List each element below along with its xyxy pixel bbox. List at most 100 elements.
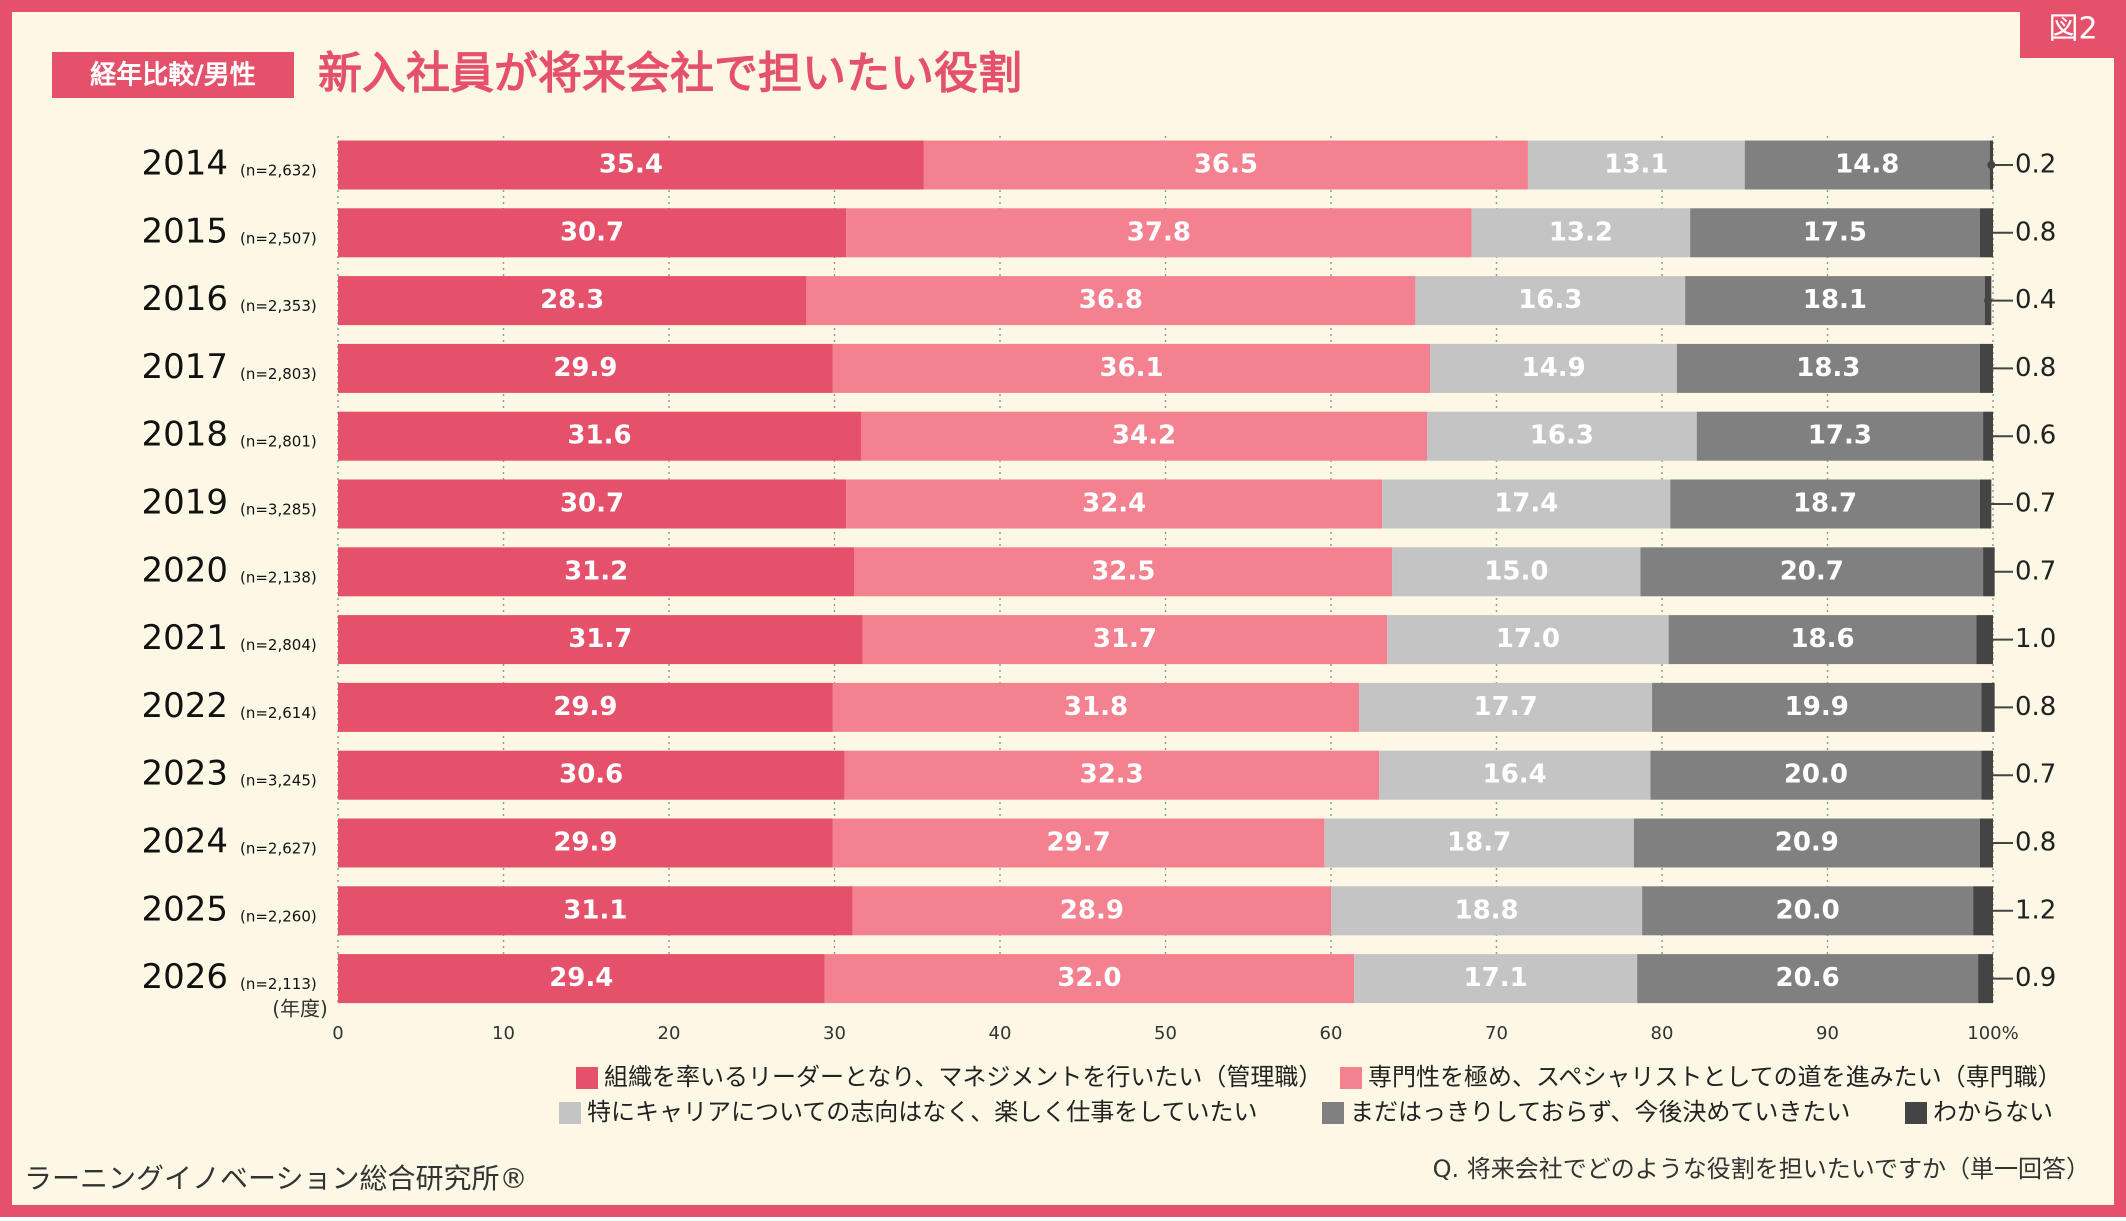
sample-size: (n=2,627): [240, 840, 317, 858]
value-label: 32.3: [1080, 760, 1144, 790]
legend-label: まだはっきりしておらず、今後決めていきたい: [1350, 1098, 1850, 1126]
value-label: 30.6: [559, 760, 623, 790]
legend-swatch: [1340, 1067, 1362, 1089]
value-label: 1.2: [2015, 895, 2056, 925]
legend-label: 組織を率いるリーダーとなり、マネジメントを行いたい（管理職）: [604, 1063, 1322, 1091]
value-label: 32.4: [1082, 489, 1146, 519]
sample-size: (n=2,260): [240, 907, 317, 925]
value-label: 31.1: [563, 895, 627, 925]
leader-dot: [1984, 432, 1993, 441]
legend-swatch: [576, 1067, 598, 1089]
value-label: 36.8: [1079, 285, 1143, 315]
legend-swatch: [1905, 1102, 1927, 1124]
value-label: 29.9: [553, 353, 617, 383]
bar-segment: [1527, 140, 1745, 190]
value-label: 16.3: [1530, 421, 1594, 451]
value-label: 31.7: [1093, 624, 1157, 654]
leader-dot: [1984, 296, 1993, 305]
figure-label: 図2: [2048, 12, 2097, 47]
x-tick-label: 50: [1154, 1023, 1177, 1044]
value-label: 34.2: [1112, 421, 1176, 451]
value-label: 31.6: [567, 421, 631, 451]
x-tick-label: 70: [1485, 1023, 1508, 1044]
x-tick-label: 20: [658, 1023, 681, 1044]
value-label: 29.9: [553, 692, 617, 722]
bar-segment: [338, 547, 855, 597]
bar-segment: [1415, 276, 1686, 326]
bar-segment: [338, 343, 833, 393]
question: Q. 将来会社でどのような役割を担いたいですか（単一回答）: [1433, 1155, 2090, 1183]
bar-segment: [1354, 954, 1638, 1004]
tag-box: [52, 52, 294, 98]
bar-segment: [854, 547, 1393, 597]
value-label: 32.5: [1091, 556, 1155, 586]
value-label: 29.7: [1047, 828, 1111, 858]
sample-size: (n=2,138): [240, 568, 317, 586]
sample-size: (n=3,245): [240, 772, 317, 790]
bar-segment: [923, 140, 1528, 190]
bar-segment: [338, 750, 845, 800]
value-label: 17.1: [1464, 963, 1528, 993]
bar-segment: [1685, 276, 1985, 326]
bar-segment: [1331, 886, 1643, 936]
sample-size: (n=2,801): [240, 433, 317, 451]
bar-segment: [806, 276, 1416, 326]
legend-label: わからない: [1933, 1098, 2053, 1126]
bar-segment: [1387, 615, 1669, 665]
value-label: 13.2: [1549, 217, 1613, 247]
bar-segment: [860, 411, 1427, 461]
figure-box: [2020, 0, 2126, 58]
bar-segment: [338, 140, 924, 190]
sample-size: (n=3,285): [240, 501, 317, 519]
legend-label: 専門性を極め、スペシャリストとしての道を進みたい（専門職）: [1368, 1063, 2062, 1091]
sample-size: (n=2,632): [240, 162, 317, 180]
value-label: 18.7: [1793, 489, 1857, 519]
value-label: 16.3: [1518, 285, 1582, 315]
y-axis-label: (年度): [272, 997, 328, 1021]
sample-size: (n=2,507): [240, 229, 317, 247]
y-tick-label: 2021: [141, 618, 228, 658]
value-label: 31.7: [568, 624, 632, 654]
sample-size: (n=2,803): [240, 365, 317, 383]
bar-segment: [852, 886, 1331, 936]
y-tick-label: 2017: [141, 347, 228, 387]
value-label: 28.9: [1060, 895, 1124, 925]
y-tick-label: 2024: [141, 822, 228, 862]
y-tick-label: 2025: [141, 889, 228, 929]
bar-segment: [1650, 750, 1982, 800]
x-tick-label: 0: [332, 1023, 343, 1044]
bar-segment: [1359, 682, 1653, 732]
bar-segment: [1430, 343, 1677, 393]
x-tick-label: 80: [1651, 1023, 1674, 1044]
legend-swatch: [559, 1102, 581, 1124]
value-label: 35.4: [599, 150, 663, 180]
y-tick-label: 2026: [141, 957, 228, 997]
value-label: 0.6: [2015, 421, 2056, 451]
value-label: 36.1: [1099, 353, 1163, 383]
value-label: 17.0: [1496, 624, 1560, 654]
chart-title: 新入社員が将来会社で担いたい役割: [318, 48, 1022, 99]
value-label: 17.4: [1494, 489, 1558, 519]
tag: 経年比較/男性: [90, 60, 256, 91]
value-label: 17.3: [1808, 421, 1872, 451]
value-label: 29.4: [549, 963, 613, 993]
x-tick-label: 30: [823, 1023, 846, 1044]
value-label: 30.7: [560, 489, 624, 519]
value-label: 20.7: [1780, 556, 1844, 586]
bar-segment: [1392, 547, 1641, 597]
value-label: 0.8: [2015, 692, 2056, 722]
bar-segment: [338, 479, 847, 529]
value-label: 18.1: [1803, 285, 1867, 315]
legend-label: 特にキャリアについての志向はなく、楽しく仕事をしていたい: [587, 1098, 1258, 1126]
y-tick-label: 2019: [141, 483, 228, 523]
value-label: 20.0: [1784, 760, 1848, 790]
bar-segment: [338, 276, 807, 326]
bar-segment: [1696, 411, 1984, 461]
value-label: 18.8: [1454, 895, 1518, 925]
bar-segment: [1690, 208, 1980, 258]
y-tick-label: 2022: [141, 686, 228, 726]
bar-segment: [1378, 750, 1651, 800]
value-label: 0.8: [2015, 828, 2056, 858]
bar-segment: [338, 818, 833, 868]
bar-segment: [1382, 479, 1671, 529]
